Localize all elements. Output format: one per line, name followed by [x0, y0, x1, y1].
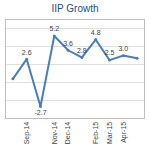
- svg-text:4.8: 4.8: [91, 29, 101, 36]
- svg-text:Dec-14: Dec-14: [64, 122, 71, 145]
- svg-text:3.6: 3.6: [63, 40, 73, 47]
- svg-text:2.8: 2.8: [77, 47, 87, 54]
- svg-text:2.6: 2.6: [22, 49, 32, 56]
- svg-text:Mar-15: Mar-15: [106, 122, 113, 144]
- svg-text:-2.7: -2.7: [34, 109, 46, 116]
- svg-text:Sep-14: Sep-14: [23, 122, 31, 145]
- svg-text:Apr-15: Apr-15: [120, 122, 128, 143]
- svg-text:3.0: 3.0: [118, 45, 128, 52]
- svg-text:5.2: 5.2: [49, 25, 59, 32]
- svg-text:2.5: 2.5: [105, 49, 115, 56]
- svg-text:Feb-15: Feb-15: [92, 122, 99, 144]
- svg-text:Nov-14: Nov-14: [51, 122, 58, 145]
- svg-text:IIP Growth: IIP Growth: [51, 3, 98, 14]
